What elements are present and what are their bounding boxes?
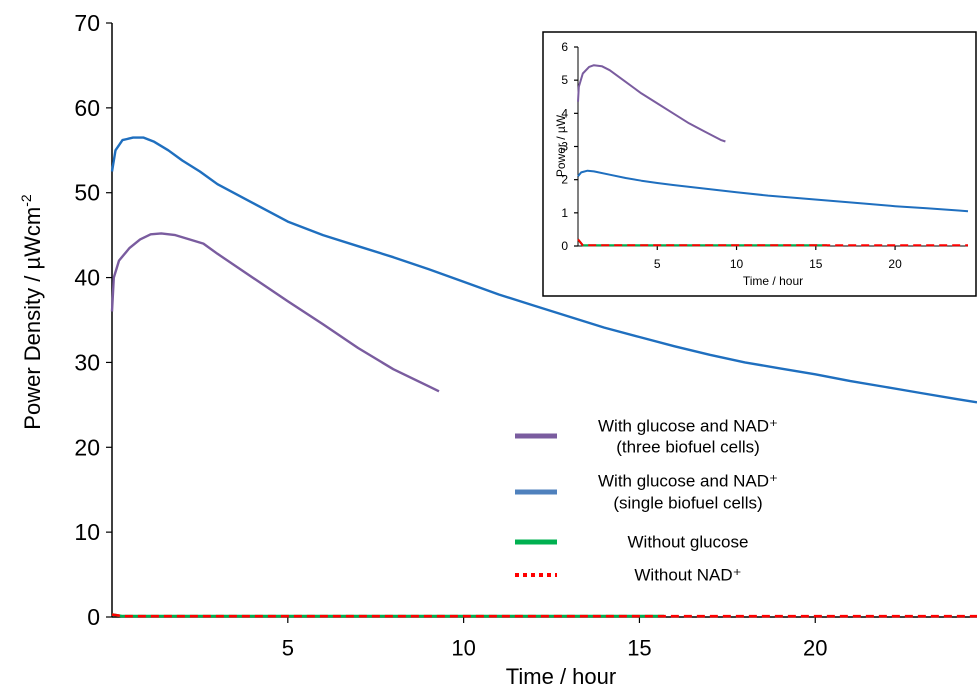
inset-y-tick-label: 5: [561, 73, 568, 87]
inset-series-group: [577, 64, 969, 247]
inset-x-tick-label: 5: [654, 257, 661, 271]
main-y-axis-title-text: Power Density / µWcm: [20, 207, 45, 430]
main-y-axis-title: Power Density / µWcm-2: [18, 194, 45, 430]
inset-y-ticks: 0 1 2 3 4 5 6: [561, 40, 578, 253]
main-series-line-2: [110, 136, 977, 404]
inset-series-line-2: [577, 169, 969, 213]
inset-y-axis-title: Power / µW: [554, 114, 568, 177]
legend: With glucose and NAD⁺ (three biofuel cell…: [515, 417, 778, 585]
main-y-tick-label: 50: [74, 180, 100, 206]
inset-chart: 0 1 2 3 4 5 6 5 10 15 20 Time / hour Power / µW: [542, 31, 977, 297]
legend-label-2-line-2: (single biofuel cells): [613, 494, 762, 513]
inset-y-tick-label: 6: [561, 40, 568, 54]
legend-label-1-line-1: With glucose and NAD⁺: [598, 417, 778, 436]
main-y-tick-label: 20: [74, 434, 100, 460]
main-x-tick-label: 15: [627, 636, 651, 661]
inset-x-tick-label: 20: [888, 257, 902, 271]
inset-x-tick-label: 10: [730, 257, 744, 271]
inset-frame: [542, 31, 977, 297]
inset-y-tick-label: 3: [561, 140, 568, 154]
main-x-tick-label: 20: [803, 636, 827, 661]
main-y-tick-label: 0: [87, 604, 100, 630]
main-y-tick-label: 60: [74, 95, 100, 121]
inset-y-tick-label: 0: [561, 239, 568, 253]
inset-x-ticks: 5 10 15 20: [654, 246, 902, 271]
inset-y-tick-label: 4: [561, 106, 568, 120]
main-y-tick-label: 70: [74, 10, 100, 36]
main-x-tick-label: 10: [451, 636, 475, 661]
main-y-ticks: 0 10 20 30 40 50 60 70: [74, 10, 112, 630]
legend-label-4-line-1: Without NAD⁺: [634, 566, 741, 585]
main-series-group: [110, 136, 977, 618]
inset-y-tick-label: 2: [561, 173, 568, 187]
main-x-axis-title: Time / hour: [506, 664, 616, 689]
legend-label-1-line-2: (three biofuel cells): [616, 438, 760, 457]
main-y-tick-label: 40: [74, 265, 100, 291]
main-series-line-4: [111, 613, 977, 618]
main-y-axis-title-superscript: -2: [18, 194, 34, 207]
inset-x-tick-label: 15: [809, 257, 823, 271]
main-x-ticks: 5 10 15 20: [282, 617, 827, 661]
legend-label-3-line-1: Without glucose: [628, 533, 749, 552]
inset-x-axis-title: Time / hour: [743, 274, 803, 288]
main-x-tick-label: 5: [282, 636, 294, 661]
inset-y-tick-label: 1: [561, 206, 568, 220]
inset-series-line-1: [577, 64, 726, 143]
legend-label-2-line-1: With glucose and NAD⁺: [598, 472, 778, 491]
inset-series-line-4: [577, 238, 968, 247]
main-y-tick-label: 10: [74, 519, 100, 545]
main-series-line-1: [110, 232, 440, 393]
main-y-tick-label: 30: [74, 349, 100, 375]
